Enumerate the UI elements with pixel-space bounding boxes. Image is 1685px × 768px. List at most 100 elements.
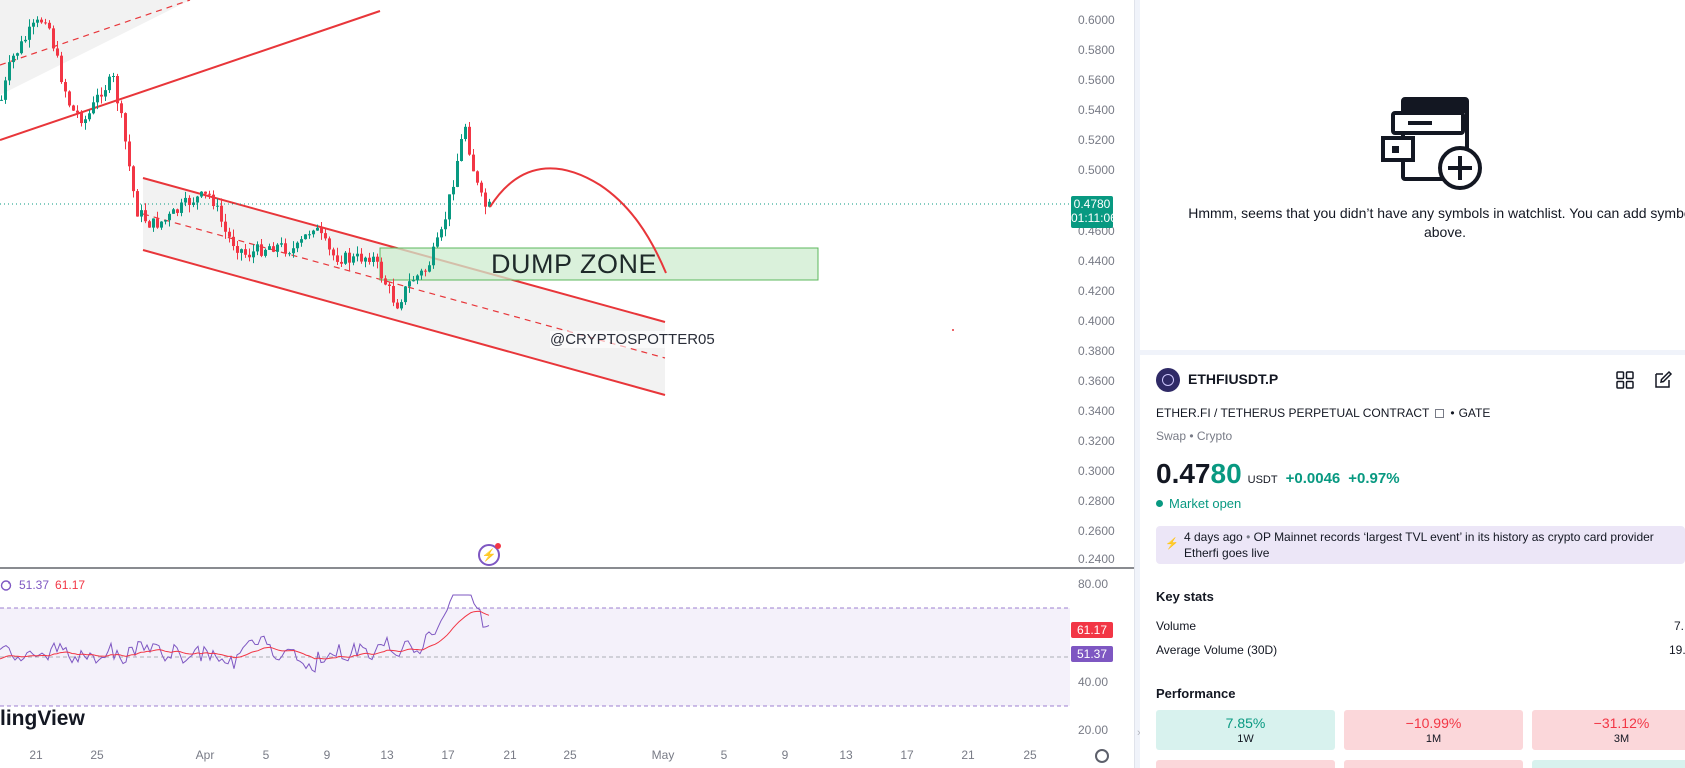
stat-label-avg-volume: Average Volume (30D) [1156, 643, 1278, 657]
settings-icon[interactable] [1095, 749, 1109, 763]
channel-upper-fill [0, 0, 190, 95]
exchange-name[interactable]: GATE [1458, 406, 1491, 420]
perf-cell-1m[interactable]: −10.99% 1M [1344, 710, 1523, 750]
layout-grid-icon[interactable] [1616, 371, 1634, 389]
perf-period-1m: 1M [1425, 733, 1442, 745]
stat-value-avg-volume: 19. [1669, 643, 1685, 657]
panel-splitter[interactable] [1134, 0, 1141, 768]
rsi-value-badge: 51.37 [1071, 646, 1113, 662]
time-axis-label: 21 [961, 748, 975, 762]
time-axis-label: 9 [781, 748, 789, 762]
time-axis-label: 9 [323, 748, 331, 762]
stat-value-volume: 7. [1674, 619, 1685, 633]
perf-cell-row2-2[interactable] [1344, 760, 1523, 768]
price-change-pct: +0.97% [1348, 470, 1400, 487]
perf-value-3m: −31.12% [1593, 715, 1650, 731]
time-axis-label: Apr [195, 748, 215, 762]
dump-zone-box[interactable] [379, 247, 819, 281]
projection-curve[interactable] [489, 167, 667, 274]
right-sidebar: Hmmm, seems that you didn’t have any sym… [1140, 0, 1685, 768]
rsi-axis-label: 80.00 [1078, 577, 1109, 591]
rsi-ma-line [0, 610, 490, 660]
price-axis-label: 0.5800 [1078, 43, 1115, 57]
market-status: Market open [1156, 496, 1241, 511]
author-watermark[interactable]: @CRYPTOSPOTTER05 [550, 331, 715, 348]
price-axis-label: 0.3400 [1078, 404, 1115, 418]
news-time: 4 days ago [1184, 530, 1243, 544]
price-axis-label: 0.6000 [1078, 13, 1115, 27]
price-chart-canvas[interactable] [0, 0, 1134, 768]
time-axis-label: May [651, 748, 675, 762]
time-axis-label: 25 [90, 748, 104, 762]
time-axis-label: 25 [1023, 748, 1037, 762]
price-axis-label: 0.5200 [1078, 133, 1115, 147]
perf-period-1w: 1W [1237, 733, 1254, 745]
perf-period-3m: 3M [1613, 733, 1630, 745]
time-axis-label: 25 [563, 748, 577, 762]
price-axis-label: 0.3600 [1078, 374, 1115, 388]
symbol-description: ETHER.FI / TETHERUS PERPETUAL CONTRACT •… [1156, 406, 1490, 420]
news-separator: • [1246, 530, 1251, 544]
panel-separator[interactable] [1140, 350, 1685, 355]
lightning-icon: ⚡ [1165, 538, 1179, 550]
candlestick-series [0, 16, 491, 311]
time-axis-label: 13 [380, 748, 394, 762]
dump-zone-label[interactable]: DUMP ZONE [491, 249, 658, 279]
news-item[interactable]: ⚡ 4 days ago • OP Mainnet records ‘large… [1156, 526, 1685, 564]
refresh-icon[interactable] [0, 579, 13, 592]
time-axis-label: 17 [900, 748, 914, 762]
price-axis-label: 0.3200 [1078, 434, 1115, 448]
price-main: 0.47 [1156, 458, 1211, 489]
price-tail: 80 [1210, 458, 1242, 489]
channel-lower-bottom-line[interactable] [142, 249, 666, 396]
price-axis-label: 0.3800 [1078, 344, 1115, 358]
rsi-legend[interactable]: 51.37 61.17 [0, 578, 85, 592]
status-dot-icon [1156, 500, 1163, 507]
lightning-icon[interactable]: ⚡ [478, 543, 501, 566]
price-axis-label: 0.4000 [1078, 314, 1115, 328]
symbol-full-name[interactable]: ETHER.FI / TETHERUS PERPETUAL CONTRACT [1156, 406, 1430, 420]
performance-title: Performance [1156, 686, 1236, 701]
rsi-axis-label: 20.00 [1078, 723, 1109, 737]
watchlist-empty-message: Hmmm, seems that you didn’t have any sym… [1188, 205, 1685, 240]
price-axis-label: 0.5400 [1078, 103, 1115, 117]
chevron-right-icon[interactable]: › [1137, 727, 1141, 739]
exchange-separator: • [1450, 406, 1455, 420]
channel-upper-mid[interactable] [0, 0, 191, 66]
price-axis-label: 0.3000 [1078, 464, 1115, 478]
tradingview-logo[interactable]: lingView [0, 707, 85, 730]
edit-icon[interactable] [1653, 370, 1673, 390]
perf-cell-row2-3[interactable] [1532, 760, 1685, 768]
news-text[interactable]: 4 days ago • OP Mainnet records ‘largest… [1184, 529, 1674, 561]
price-axis-label: 0.5600 [1078, 73, 1115, 87]
time-axis-label: 21 [503, 748, 517, 762]
last-price-value: 0.4780 [1073, 197, 1111, 211]
time-axis-label: 5 [720, 748, 728, 762]
perf-cell-row2-1[interactable] [1156, 760, 1335, 768]
perf-cell-1w[interactable]: 7.85% 1W [1156, 710, 1335, 750]
time-axis-label: 21 [29, 748, 43, 762]
perf-value-1m: −10.99% [1405, 715, 1462, 731]
price-axis-label: 0.2800 [1078, 494, 1115, 508]
stray-dot [952, 329, 954, 331]
price-currency: USDT [1247, 474, 1278, 486]
perf-cell-3m[interactable]: −31.12% 3M [1532, 710, 1685, 750]
price-row: 0.47 80 USDT +0.0046 +0.97% [1156, 458, 1400, 490]
symbol-ticker[interactable]: ETHFIUSDT.P [1188, 371, 1279, 387]
rsi-axis-label: 40.00 [1078, 675, 1109, 689]
news-headline[interactable]: OP Mainnet records ‘largest TVL event’ i… [1184, 530, 1654, 560]
chart-pane[interactable]: 0.6000 0.5800 0.5600 0.5400 0.5200 0.5000 0.46… [0, 0, 1134, 768]
symbol-type: Swap • Crypto [1156, 429, 1233, 443]
stat-label-volume: Volume [1156, 619, 1197, 633]
price-axis-label: 0.2400 [1078, 552, 1115, 566]
price-change-abs: +0.0046 [1285, 470, 1341, 487]
bar-countdown: 01:11:06 [1071, 211, 1117, 225]
price-axis-label: 0.5000 [1078, 163, 1115, 177]
key-stats-title: Key stats [1156, 589, 1214, 604]
channel-upper-line[interactable] [0, 10, 381, 141]
symbol-logo [1156, 368, 1180, 392]
external-link-icon[interactable] [1435, 408, 1445, 418]
time-axis-label: 17 [441, 748, 455, 762]
rsi-ma-badge: 61.17 [1071, 622, 1113, 638]
perf-value-1w: 7.85% [1225, 715, 1266, 731]
